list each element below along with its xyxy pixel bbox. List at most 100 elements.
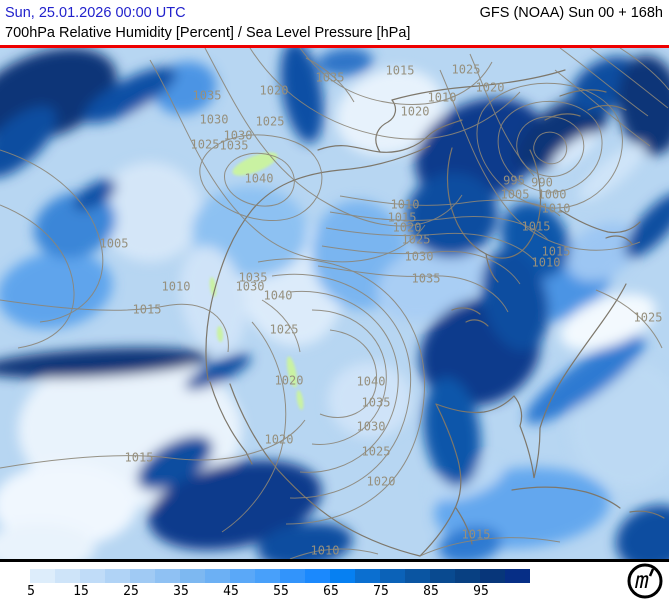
humidity-shading	[0, 48, 669, 559]
pressure-label: 1035	[193, 89, 222, 103]
pressure-label: 1025	[402, 233, 431, 247]
coastline-path	[465, 319, 489, 327]
red-divider-line	[0, 45, 669, 48]
pressure-label: 1025	[452, 63, 481, 77]
coastline-path	[375, 99, 397, 153]
color-bar-tick-label: 85	[423, 584, 439, 599]
map-bottom-border	[0, 559, 669, 562]
isobar-path	[299, 48, 493, 106]
color-bar-segment	[80, 569, 105, 583]
map-title: 700hPa Relative Humidity [Percent] / Sea…	[5, 25, 411, 41]
logo-tick	[648, 568, 655, 577]
meteociel-logo[interactable]: m	[627, 563, 663, 599]
isobar-path	[533, 131, 568, 165]
color-bar-tick-label: 5	[27, 584, 35, 599]
pressure-label: 1010	[542, 202, 571, 216]
pressure-label: 1035	[412, 272, 441, 286]
pressure-label: 1030	[236, 280, 265, 294]
green-patch	[296, 390, 304, 410]
pressure-label: 1020	[265, 433, 294, 447]
logo-circle	[627, 563, 663, 599]
isobar-path	[554, 69, 651, 147]
coastline-path	[317, 119, 463, 153]
coastline-path	[629, 510, 665, 519]
pressure-label: 1025	[362, 445, 391, 459]
isobar-path	[329, 211, 549, 241]
green-patch	[232, 152, 278, 176]
pressure-label: 1015	[542, 245, 571, 259]
pressure-label: 1030	[224, 129, 253, 143]
color-bar-segment	[55, 569, 80, 583]
humidity-blob	[560, 293, 656, 351]
pressure-label: 1040	[357, 375, 386, 389]
coastlines	[205, 69, 665, 557]
coastline-path	[435, 283, 627, 479]
coastline-path	[544, 113, 581, 121]
pressure-label: 1015	[133, 303, 162, 317]
pressure-label: 1025	[191, 138, 220, 152]
isobar-path	[589, 48, 669, 109]
humidity-blob	[617, 55, 669, 155]
coastline-path	[559, 209, 641, 234]
pressure-label: 1030	[405, 250, 434, 264]
color-bar	[30, 569, 530, 583]
color-bar-tick-label: 15	[73, 584, 89, 599]
color-bar-tick-label: 65	[323, 584, 339, 599]
isobar-path	[0, 299, 229, 353]
isobar-path	[305, 57, 355, 103]
isobar-lines	[0, 48, 669, 559]
isobar-path	[271, 273, 412, 499]
humidity-blob	[328, 362, 412, 438]
isobar-path	[419, 537, 561, 557]
logo-m-glyph: m	[634, 568, 649, 594]
color-bar-segment	[280, 569, 305, 583]
color-bar-segment	[180, 569, 205, 583]
green-patch	[216, 326, 224, 342]
humidity-blob	[481, 249, 549, 351]
color-bar-segment	[130, 569, 155, 583]
color-bar-tick-label: 45	[223, 584, 239, 599]
color-bar-segment	[255, 569, 280, 583]
pressure-label: 1025	[270, 323, 299, 337]
pressure-label: 1010	[162, 280, 191, 294]
pressure-label: 1020	[275, 374, 304, 388]
humidity-blob	[578, 143, 646, 201]
humidity-blob	[336, 68, 444, 156]
humidity-blob	[137, 435, 213, 491]
humidity-blob	[179, 245, 247, 355]
coastline-path	[419, 403, 462, 557]
color-bar-segment	[380, 569, 405, 583]
color-bar-segment	[30, 569, 55, 583]
pressure-label: 1030	[357, 420, 386, 434]
isobar-path	[469, 53, 535, 177]
coastline-path	[391, 69, 566, 101]
pressure-label: 1015	[125, 451, 154, 465]
isobar-path	[0, 204, 75, 349]
isobar-path	[261, 299, 301, 353]
weather-map: 1035 1020 1030 1025 1030 1025 1035 1040 1005 1010…	[0, 48, 669, 559]
green-patch	[209, 277, 217, 297]
humidity-pressure-map: 1035 1020 1030 1025 1030 1025 1035 1040 1005 1010…	[0, 48, 669, 559]
humidity-blob	[624, 192, 669, 258]
humidity-blob	[376, 243, 484, 321]
pressure-label: 1020	[476, 81, 505, 95]
isobar-path	[317, 265, 509, 313]
pressure-label: 1015	[386, 64, 415, 78]
pressure-label: 1020	[260, 84, 289, 98]
humidity-blob	[0, 48, 117, 143]
color-bar-segment	[205, 569, 230, 583]
isobar-path	[476, 82, 623, 209]
isobar-path	[224, 152, 295, 207]
color-bar-segment	[480, 569, 505, 583]
humidity-blob	[0, 523, 95, 559]
humidity-color-scale: 5 15 25 35 45 55 65 75 85 95 m	[27, 563, 663, 599]
green-patch	[286, 356, 298, 388]
green-patches	[209, 152, 304, 410]
pressure-label: 1005	[501, 188, 530, 202]
pressure-label: 1020	[401, 105, 430, 119]
pressure-label: 1010	[428, 91, 457, 105]
color-bar-segment	[355, 569, 380, 583]
pressure-labels: 1035 1020 1030 1025 1030 1025 1035 1040 1005 1010…	[100, 63, 663, 558]
pressure-label: 995	[503, 174, 525, 188]
